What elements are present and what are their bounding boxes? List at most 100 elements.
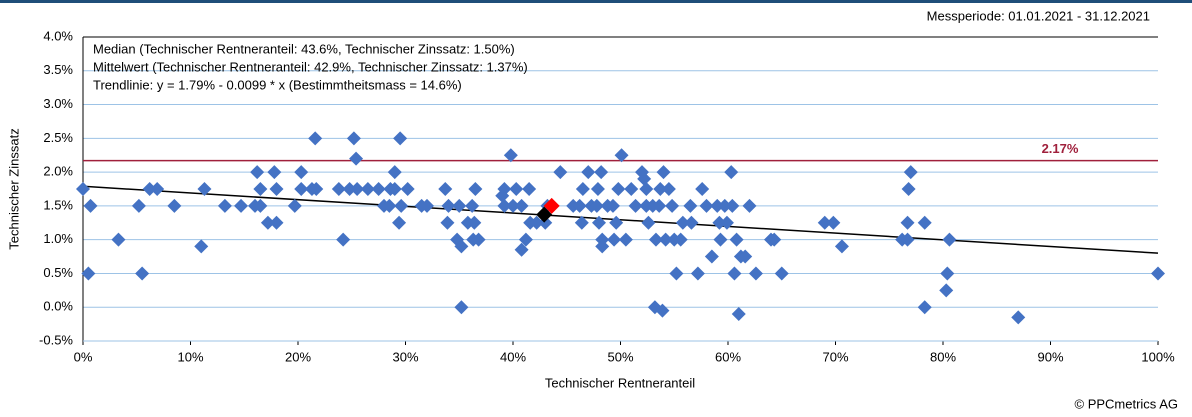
point [392,215,407,230]
y-tick-label: 0.5% [43,265,73,280]
point [699,198,714,213]
point [111,232,126,247]
point [387,165,402,180]
point [294,182,309,196]
point [350,182,365,196]
point [834,239,849,254]
point [294,165,309,180]
point [572,198,587,213]
point [712,215,727,230]
point [1151,266,1165,281]
point [387,182,402,196]
mean-point [536,206,553,223]
y-tick-label: 1.5% [43,197,73,212]
point [595,239,610,254]
point [269,182,284,196]
point [710,198,725,213]
point [817,215,832,230]
x-axis-label: Technischer Rentneranteil [545,375,695,390]
point [509,182,524,196]
y-tick-label: 3.0% [43,96,73,111]
point [658,232,673,247]
point [901,182,916,196]
point [529,215,544,230]
point [309,182,324,196]
chart-subtitle: Messperiode: 01.01.2021 - 31.12.2021 [927,8,1150,23]
point [900,232,915,247]
point [454,300,469,315]
point [197,182,212,196]
point [731,306,746,321]
y-tick-label: 0.0% [43,299,73,314]
point [940,266,955,281]
point [382,198,397,213]
point [420,198,434,213]
point [704,249,719,264]
point [467,215,482,230]
point [250,165,265,180]
point [454,239,469,254]
point [76,182,90,196]
point [611,182,626,196]
point [742,198,757,213]
point [614,148,629,163]
point [553,165,568,180]
point [669,266,684,281]
point [639,182,654,196]
point [471,232,486,247]
point [661,182,676,196]
point [628,198,643,213]
point [589,198,604,213]
point [468,182,483,196]
point [441,198,456,213]
point [267,165,282,180]
y-tick-label: 2.0% [43,164,73,179]
point [652,198,667,213]
x-tick-label: 0% [74,349,93,364]
point [394,198,409,213]
point [942,232,957,247]
point [167,198,182,213]
y-axis-label: Technischer Zinssatz [6,128,21,249]
point [900,215,915,230]
point [592,215,606,230]
point [194,239,209,254]
point [142,182,157,196]
point [131,198,146,213]
point [665,198,680,213]
point [748,266,763,281]
point [574,215,589,230]
point [518,232,533,247]
point [234,198,249,213]
point [637,171,652,186]
point [719,215,734,230]
point [269,215,284,230]
point [683,198,698,213]
point [695,182,710,196]
x-tick-label: 30% [392,349,418,364]
reference-label: 2.17% [1042,141,1079,156]
point [767,232,782,247]
median-point [543,197,560,214]
point [371,182,386,196]
credit: © PPCmetrics AG [1075,396,1179,411]
point [342,182,357,196]
point [917,300,932,315]
point [738,249,753,264]
x-tick-label: 40% [500,349,526,364]
point [336,232,351,247]
x-tick-label: 90% [1037,349,1063,364]
point [495,188,510,203]
point [605,198,620,213]
point [438,182,453,196]
point [641,215,656,230]
point [727,266,742,281]
point [690,266,705,281]
point [253,182,268,196]
point [514,198,529,213]
point [81,266,96,281]
y-tick-label: -0.5% [39,332,73,347]
point [349,151,364,166]
y-tick-label: 3.5% [43,62,73,77]
